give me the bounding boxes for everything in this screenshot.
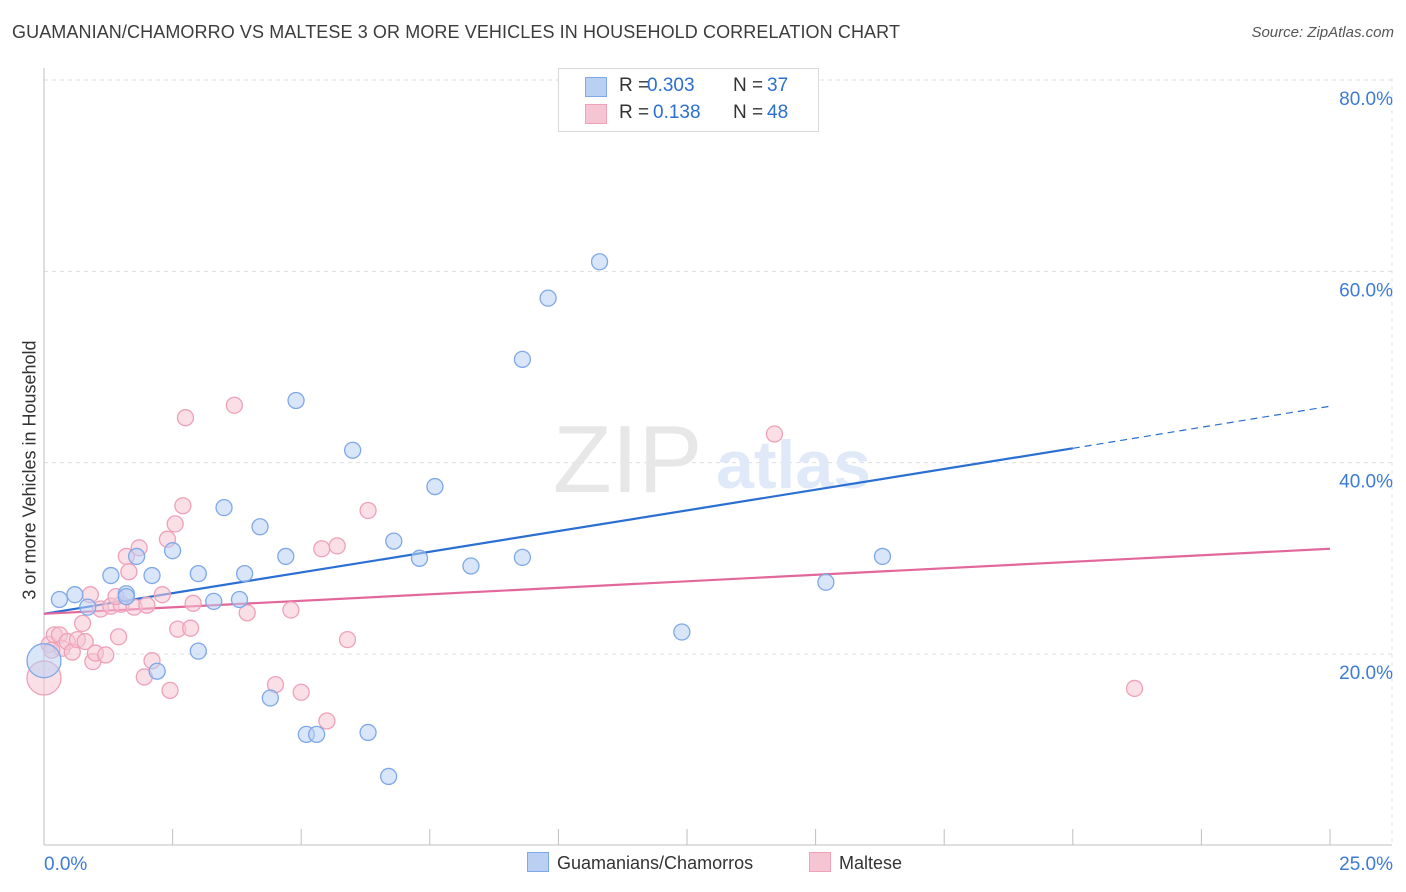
grid-lines	[44, 78, 1393, 845]
watermark: ZIP atlas	[553, 406, 871, 513]
x-tick-label: 25.0%	[1339, 854, 1393, 875]
trend-line-guamanian-extension	[1072, 405, 1331, 449]
point-guamanian	[50, 590, 69, 609]
chart-title: GUAMANIAN/CHAMORRO VS MALTESE 3 OR MORE …	[12, 22, 901, 42]
point-guamanian	[307, 725, 326, 744]
point-guamanian	[66, 586, 84, 604]
point-guamanian	[189, 642, 207, 660]
point-guamanian	[148, 662, 166, 680]
legend-r-value: 0.303	[647, 75, 695, 96]
point-guamanian	[163, 542, 182, 560]
point-maltese	[225, 396, 243, 414]
point-maltese	[181, 619, 200, 637]
y-tick-label: 60.0%	[1339, 280, 1393, 301]
legend-label-maltese: Maltese	[839, 853, 903, 873]
point-maltese	[176, 409, 195, 427]
point-guamanian	[873, 547, 892, 566]
y-tick-label: 20.0%	[1339, 663, 1393, 684]
legend-r-label: R =	[619, 75, 650, 96]
legend-n-value: 37	[767, 75, 789, 96]
x-tick-label: 0.0%	[44, 854, 87, 875]
point-maltese	[166, 515, 184, 533]
point-guamanian	[513, 548, 532, 567]
point-maltese	[282, 601, 300, 619]
point-guamanian	[513, 350, 532, 368]
trend-line-maltese	[43, 547, 1331, 615]
stats-legend: R = 0.303 N = 37 R = 0.138 N = 48	[558, 68, 819, 132]
point-guamanian	[673, 623, 691, 641]
point-guamanian	[385, 532, 403, 550]
point-guamanian	[79, 598, 97, 616]
point-guamanian	[817, 573, 835, 591]
point-guamanian	[539, 289, 557, 307]
point-maltese	[153, 586, 171, 604]
bottom-legend-guamanian: Guamanians/Chamorros	[527, 852, 753, 876]
bottom-legend-maltese: Maltese	[809, 852, 902, 876]
point-guamanian	[205, 592, 223, 611]
tick-labels: 20.0% 40.0% 60.0% 80.0% 0.0% 25.0%	[44, 89, 1393, 875]
legend-n-label: N =	[733, 102, 764, 123]
y-tick-label: 40.0%	[1339, 472, 1393, 493]
legend-n-value: 48	[767, 102, 789, 123]
legend-label-guamanian: Guamanians/Chamorros	[557, 853, 754, 873]
point-guamanian	[590, 253, 609, 271]
point-guamanian	[189, 564, 207, 583]
point-guamanian	[230, 590, 249, 609]
point-maltese	[109, 628, 128, 646]
trend-lines	[43, 405, 1331, 615]
legend-swatch-guamanian	[585, 77, 607, 97]
point-maltese	[313, 540, 331, 558]
point-maltese	[359, 501, 377, 520]
watermark-zip: ZIP	[553, 406, 702, 513]
point-guamanian	[343, 441, 362, 459]
point-maltese	[328, 537, 346, 555]
point-maltese	[73, 614, 92, 633]
point-guamanian	[277, 547, 295, 566]
legend-r-value: 0.138	[653, 102, 701, 123]
point-maltese	[238, 604, 256, 622]
legend-n-label: N =	[733, 75, 764, 96]
point-maltese	[120, 563, 138, 581]
point-guamanian	[26, 643, 62, 679]
point-guamanian	[261, 689, 279, 707]
point-maltese	[292, 683, 310, 701]
point-guamanian	[143, 566, 161, 585]
point-guamanian	[251, 518, 269, 536]
legend-swatch-guamanian	[527, 852, 549, 872]
point-maltese	[1125, 679, 1144, 698]
legend-swatch-maltese	[585, 104, 607, 124]
point-guamanian	[410, 549, 429, 567]
watermark-atlas: atlas	[716, 427, 871, 503]
data-points	[26, 253, 1144, 786]
point-maltese	[174, 497, 192, 515]
point-maltese	[765, 425, 784, 443]
point-guamanian	[379, 767, 398, 786]
point-maltese	[97, 646, 115, 664]
point-maltese	[76, 632, 94, 651]
trend-line-guamanian	[43, 447, 1073, 615]
point-guamanian	[426, 477, 444, 496]
point-maltese	[318, 712, 336, 730]
axes	[43, 68, 1392, 846]
point-guamanian	[117, 587, 135, 606]
point-guamanian	[215, 498, 233, 517]
point-guamanian	[127, 547, 146, 566]
legend-swatch-maltese	[809, 852, 831, 872]
point-guamanian	[287, 391, 305, 410]
point-maltese	[138, 596, 156, 614]
point-maltese	[161, 681, 179, 700]
point-guamanian	[462, 557, 480, 575]
point-maltese	[338, 631, 357, 649]
legend-r-label: R =	[619, 102, 650, 123]
source-label: Source: ZipAtlas.com	[1251, 24, 1394, 41]
point-guamanian	[235, 564, 254, 583]
point-guamanian	[102, 566, 120, 585]
point-maltese	[184, 594, 202, 612]
point-guamanian	[359, 723, 377, 742]
y-tick-label: 80.0%	[1339, 89, 1393, 110]
